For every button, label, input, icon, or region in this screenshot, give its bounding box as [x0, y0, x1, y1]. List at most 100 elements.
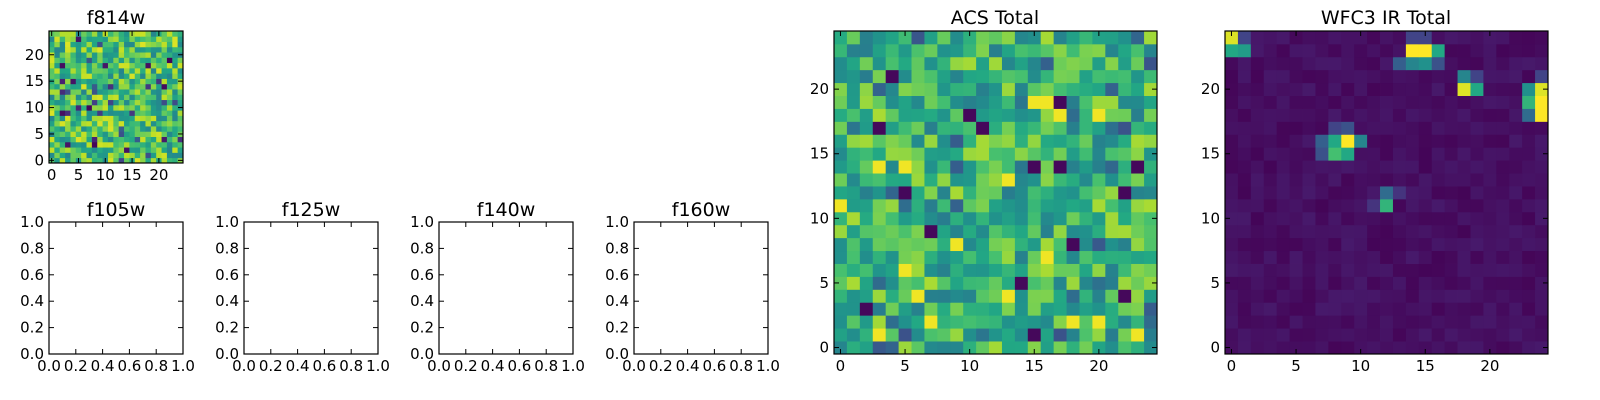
heatmap-cell — [1535, 56, 1549, 71]
heatmap-cell — [1053, 160, 1067, 174]
heatmap-cell — [1509, 315, 1523, 329]
heatmap-cell — [834, 95, 848, 109]
heatmap-cell — [989, 211, 1003, 226]
heatmap-cell — [1483, 198, 1497, 213]
heatmap-cell — [86, 31, 93, 37]
heatmap-cell — [75, 147, 82, 153]
heatmap-cell — [134, 31, 141, 37]
heatmap-cell — [65, 126, 71, 132]
heatmap-cell — [989, 95, 1003, 109]
heatmap-cell — [1315, 237, 1329, 252]
heatmap-cell — [859, 95, 874, 109]
heatmap-cell — [1144, 31, 1158, 45]
heatmap-cell — [1341, 224, 1355, 239]
heatmap-cell — [75, 41, 82, 48]
heatmap-cell — [1066, 328, 1080, 342]
heatmap-cell — [911, 263, 925, 277]
heatmap-cell — [1470, 224, 1484, 239]
heatmap-cell — [156, 99, 162, 106]
heatmap-cell — [1118, 315, 1132, 329]
heatmap-cell — [1040, 95, 1055, 109]
heatmap-cell — [65, 94, 71, 101]
heatmap-cell — [81, 78, 87, 85]
heatmap-cell — [885, 289, 899, 303]
heatmap-cell — [834, 108, 848, 122]
heatmap-cell — [75, 115, 82, 122]
heatmap-cell — [1066, 276, 1080, 290]
heatmap-cell — [81, 136, 87, 143]
heatmap-cell — [1483, 95, 1497, 109]
heatmap-cell — [134, 62, 141, 69]
heatmap-cell — [937, 95, 951, 109]
heatmap-cell — [97, 120, 103, 127]
heatmap-cell — [834, 173, 848, 187]
heatmap-cell — [102, 78, 109, 85]
heatmap-cell — [846, 56, 861, 71]
heatmap-cell — [113, 131, 120, 137]
heatmap-cell — [1118, 211, 1132, 226]
heatmap-cell — [1328, 95, 1342, 109]
heatmap-cell — [1225, 328, 1239, 342]
heatmap-cell — [1066, 211, 1080, 226]
heatmap-cell — [49, 152, 55, 159]
heatmap-cell — [97, 57, 103, 64]
heatmap-cell — [1053, 147, 1067, 161]
heatmap-cell — [75, 120, 82, 127]
heatmap-cell — [911, 160, 925, 174]
heatmap-cell — [1027, 43, 1042, 58]
heatmap-cell — [166, 83, 173, 90]
heatmap-cell — [129, 99, 136, 106]
heatmap-cell — [91, 83, 98, 90]
heatmap-cell — [150, 152, 157, 159]
heatmap-cell — [1457, 134, 1471, 148]
heatmap-cell — [1405, 341, 1420, 355]
x-tick-label: 0.4 — [481, 357, 505, 375]
heatmap-cell — [1522, 95, 1536, 109]
heatmap-cell — [1341, 160, 1355, 174]
x-tick-label: 0 — [836, 357, 846, 375]
heatmap-cell — [172, 99, 179, 106]
heatmap-cell — [1354, 276, 1368, 290]
heatmap-cell — [834, 198, 848, 213]
heatmap-cell — [1144, 289, 1158, 303]
heatmap-cell — [1001, 250, 1016, 264]
heatmap-cell — [898, 56, 912, 71]
heatmap-cell — [989, 224, 1003, 239]
heatmap-cell — [129, 115, 136, 122]
heatmap-cell — [950, 186, 964, 200]
heatmap-cell — [156, 52, 162, 58]
heatmap-cell — [75, 104, 82, 111]
heatmap-cell — [86, 126, 93, 132]
heatmap-cell — [1027, 173, 1042, 187]
heatmap-cell — [937, 134, 951, 148]
heatmap-cell — [976, 250, 990, 264]
heatmap-cell — [1040, 341, 1055, 355]
heatmap-cell — [150, 31, 157, 37]
heatmap-cell — [834, 121, 848, 135]
heatmap-cell — [963, 289, 977, 303]
heatmap-cell — [156, 36, 162, 42]
heatmap-cell — [59, 36, 66, 42]
heatmap-cell — [177, 83, 184, 90]
heatmap-cell — [1225, 211, 1239, 226]
heatmap-cell — [989, 82, 1003, 96]
heatmap-cell — [54, 36, 61, 42]
heatmap-cell — [54, 94, 61, 101]
heatmap-cell — [1105, 237, 1119, 252]
heatmap-cell — [1066, 31, 1080, 45]
heatmap-cell — [1118, 276, 1132, 290]
heatmap-cell — [75, 141, 82, 148]
heatmap-cell — [129, 104, 136, 111]
heatmap-cell — [1431, 289, 1446, 303]
heatmap-cell — [172, 136, 179, 143]
heatmap-cell — [1315, 160, 1329, 174]
heatmap-cell — [1315, 173, 1329, 187]
heatmap-cell — [1276, 134, 1290, 148]
heatmap-cell — [145, 104, 152, 111]
heatmap-cell — [1263, 224, 1278, 239]
heatmap-cell — [1027, 82, 1042, 96]
heatmap-cell — [54, 115, 61, 122]
heatmap-cell — [129, 141, 136, 148]
heatmap-cell — [1483, 328, 1497, 342]
heatmap-cell — [1392, 134, 1407, 148]
